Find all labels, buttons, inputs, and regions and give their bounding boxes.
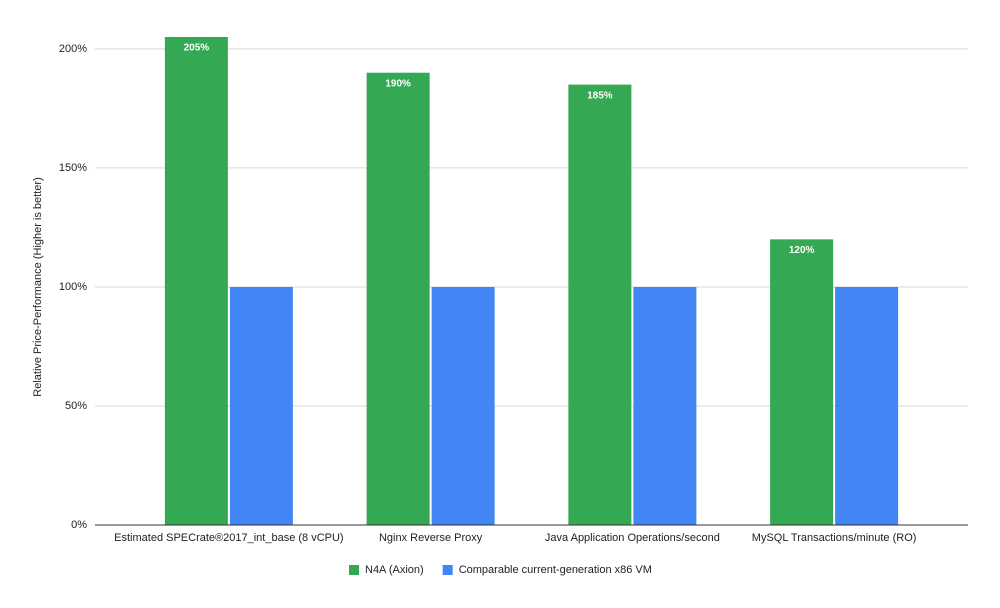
bar <box>770 239 834 525</box>
bar <box>366 72 430 526</box>
x-tick-label: Nginx Reverse Proxy <box>379 532 483 544</box>
bar <box>568 84 632 526</box>
legend-label: N4A (Axion) <box>365 564 424 576</box>
y-axis-label: Relative Price-Performance (Higher is be… <box>32 177 44 396</box>
bar <box>229 286 293 525</box>
legend-swatch <box>442 565 453 575</box>
y-tick-label: 50% <box>65 400 87 412</box>
data-label: 185% <box>587 90 613 101</box>
x-tick-label: Java Application Operations/second <box>545 532 720 544</box>
data-label: 120% <box>789 245 815 256</box>
bar <box>164 37 228 525</box>
y-tick-label: 0% <box>71 519 87 531</box>
y-tick-label: 200% <box>59 43 87 55</box>
y-tick-label: 150% <box>59 162 87 174</box>
data-label: 205% <box>184 43 210 54</box>
legend-swatch <box>349 565 359 575</box>
x-tick-label: MySQL Transactions/minute (RO) <box>752 532 917 544</box>
x-tick-label: Estimated SPECrate®2017_int_base (8 vCPU… <box>114 532 343 544</box>
data-label: 190% <box>385 78 411 89</box>
y-tick-label: 100% <box>59 281 87 293</box>
legend-label: Comparable current-generation x86 VM <box>459 564 652 576</box>
bar <box>835 286 899 525</box>
bar <box>431 286 495 525</box>
bar <box>633 286 697 525</box>
